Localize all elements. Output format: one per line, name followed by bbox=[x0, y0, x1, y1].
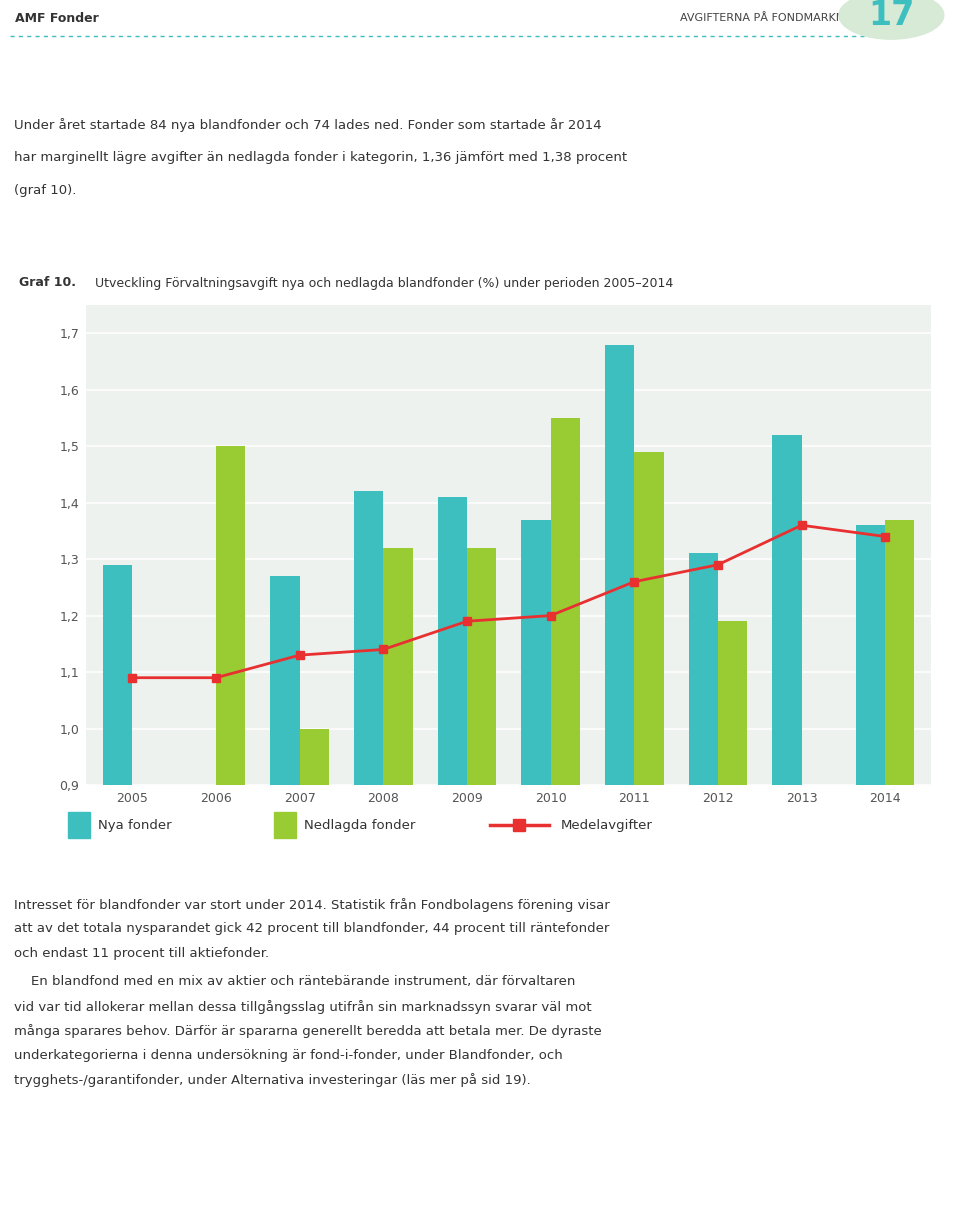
Text: underkategorierna i denna undersökning är fond-i-fonder, under Blandfonder, och: underkategorierna i denna undersökning ä… bbox=[14, 1049, 564, 1062]
Bar bbox=[718, 621, 747, 1225]
Bar bbox=[885, 519, 915, 1225]
Bar bbox=[354, 491, 383, 1225]
Bar bbox=[521, 519, 551, 1225]
Text: att av det totala nysparandet gick 42 procent till blandfonder, 44 procent till : att av det totala nysparandet gick 42 pr… bbox=[14, 922, 610, 936]
Bar bbox=[605, 344, 635, 1225]
Text: (graf 10).: (graf 10). bbox=[14, 184, 77, 197]
Bar bbox=[103, 565, 132, 1225]
Text: Nya fonder: Nya fonder bbox=[98, 818, 172, 832]
Text: har marginellt lägre avgifter än nedlagda fonder i kategorin, 1,36 jämfört med 1: har marginellt lägre avgifter än nedlagd… bbox=[14, 151, 628, 164]
Bar bbox=[635, 452, 663, 1225]
Bar bbox=[383, 548, 413, 1225]
Text: AMF Fonder: AMF Fonder bbox=[15, 11, 99, 24]
Text: och endast 11 procent till aktiefonder.: och endast 11 procent till aktiefonder. bbox=[14, 947, 270, 960]
Text: Under året startade 84 nya blandfonder och 74 lades ned. Fonder som startade år : Under året startade 84 nya blandfonder o… bbox=[14, 118, 602, 132]
Text: En blandfond med en mix av aktier och räntebärande instrument, där förvaltaren: En blandfond med en mix av aktier och rä… bbox=[14, 975, 576, 989]
Bar bbox=[275, 812, 296, 838]
Circle shape bbox=[839, 0, 944, 39]
Text: många sparares behov. Därför är spararna generellt beredda att betala mer. De dy: många sparares behov. Därför är spararna… bbox=[14, 1024, 602, 1038]
Text: Graf 10.: Graf 10. bbox=[19, 277, 76, 289]
Bar bbox=[467, 548, 496, 1225]
Text: 17: 17 bbox=[868, 0, 915, 32]
Bar bbox=[856, 526, 885, 1225]
Bar bbox=[551, 418, 580, 1225]
Bar bbox=[300, 729, 329, 1225]
Bar bbox=[271, 576, 300, 1225]
Text: Nedlagda fonder: Nedlagda fonder bbox=[303, 818, 415, 832]
Text: Medelavgifter: Medelavgifter bbox=[561, 818, 652, 832]
Bar bbox=[688, 554, 718, 1225]
Text: Utveckling Förvaltningsavgift nya och nedlagda blandfonder (%) under perioden 20: Utveckling Förvaltningsavgift nya och ne… bbox=[95, 277, 673, 289]
Text: vid var tid allokerar mellan dessa tillgångsslag utifrån sin marknadssyn svarar : vid var tid allokerar mellan dessa tillg… bbox=[14, 1000, 592, 1013]
Text: trygghets-/garantifonder, under Alternativa investeringar (läs mer på sid 19).: trygghets-/garantifonder, under Alternat… bbox=[14, 1073, 531, 1088]
Bar bbox=[438, 497, 467, 1225]
Bar bbox=[68, 812, 90, 838]
Bar bbox=[216, 446, 246, 1225]
Bar bbox=[772, 435, 802, 1225]
Text: Intresset för blandfonder var stort under 2014. Statistik från Fondbolagens före: Intresset för blandfonder var stort unde… bbox=[14, 898, 611, 911]
Text: AVGIFTERNA PÅ FONDMARKNADEN 2014: AVGIFTERNA PÅ FONDMARKNADEN 2014 bbox=[680, 13, 907, 23]
